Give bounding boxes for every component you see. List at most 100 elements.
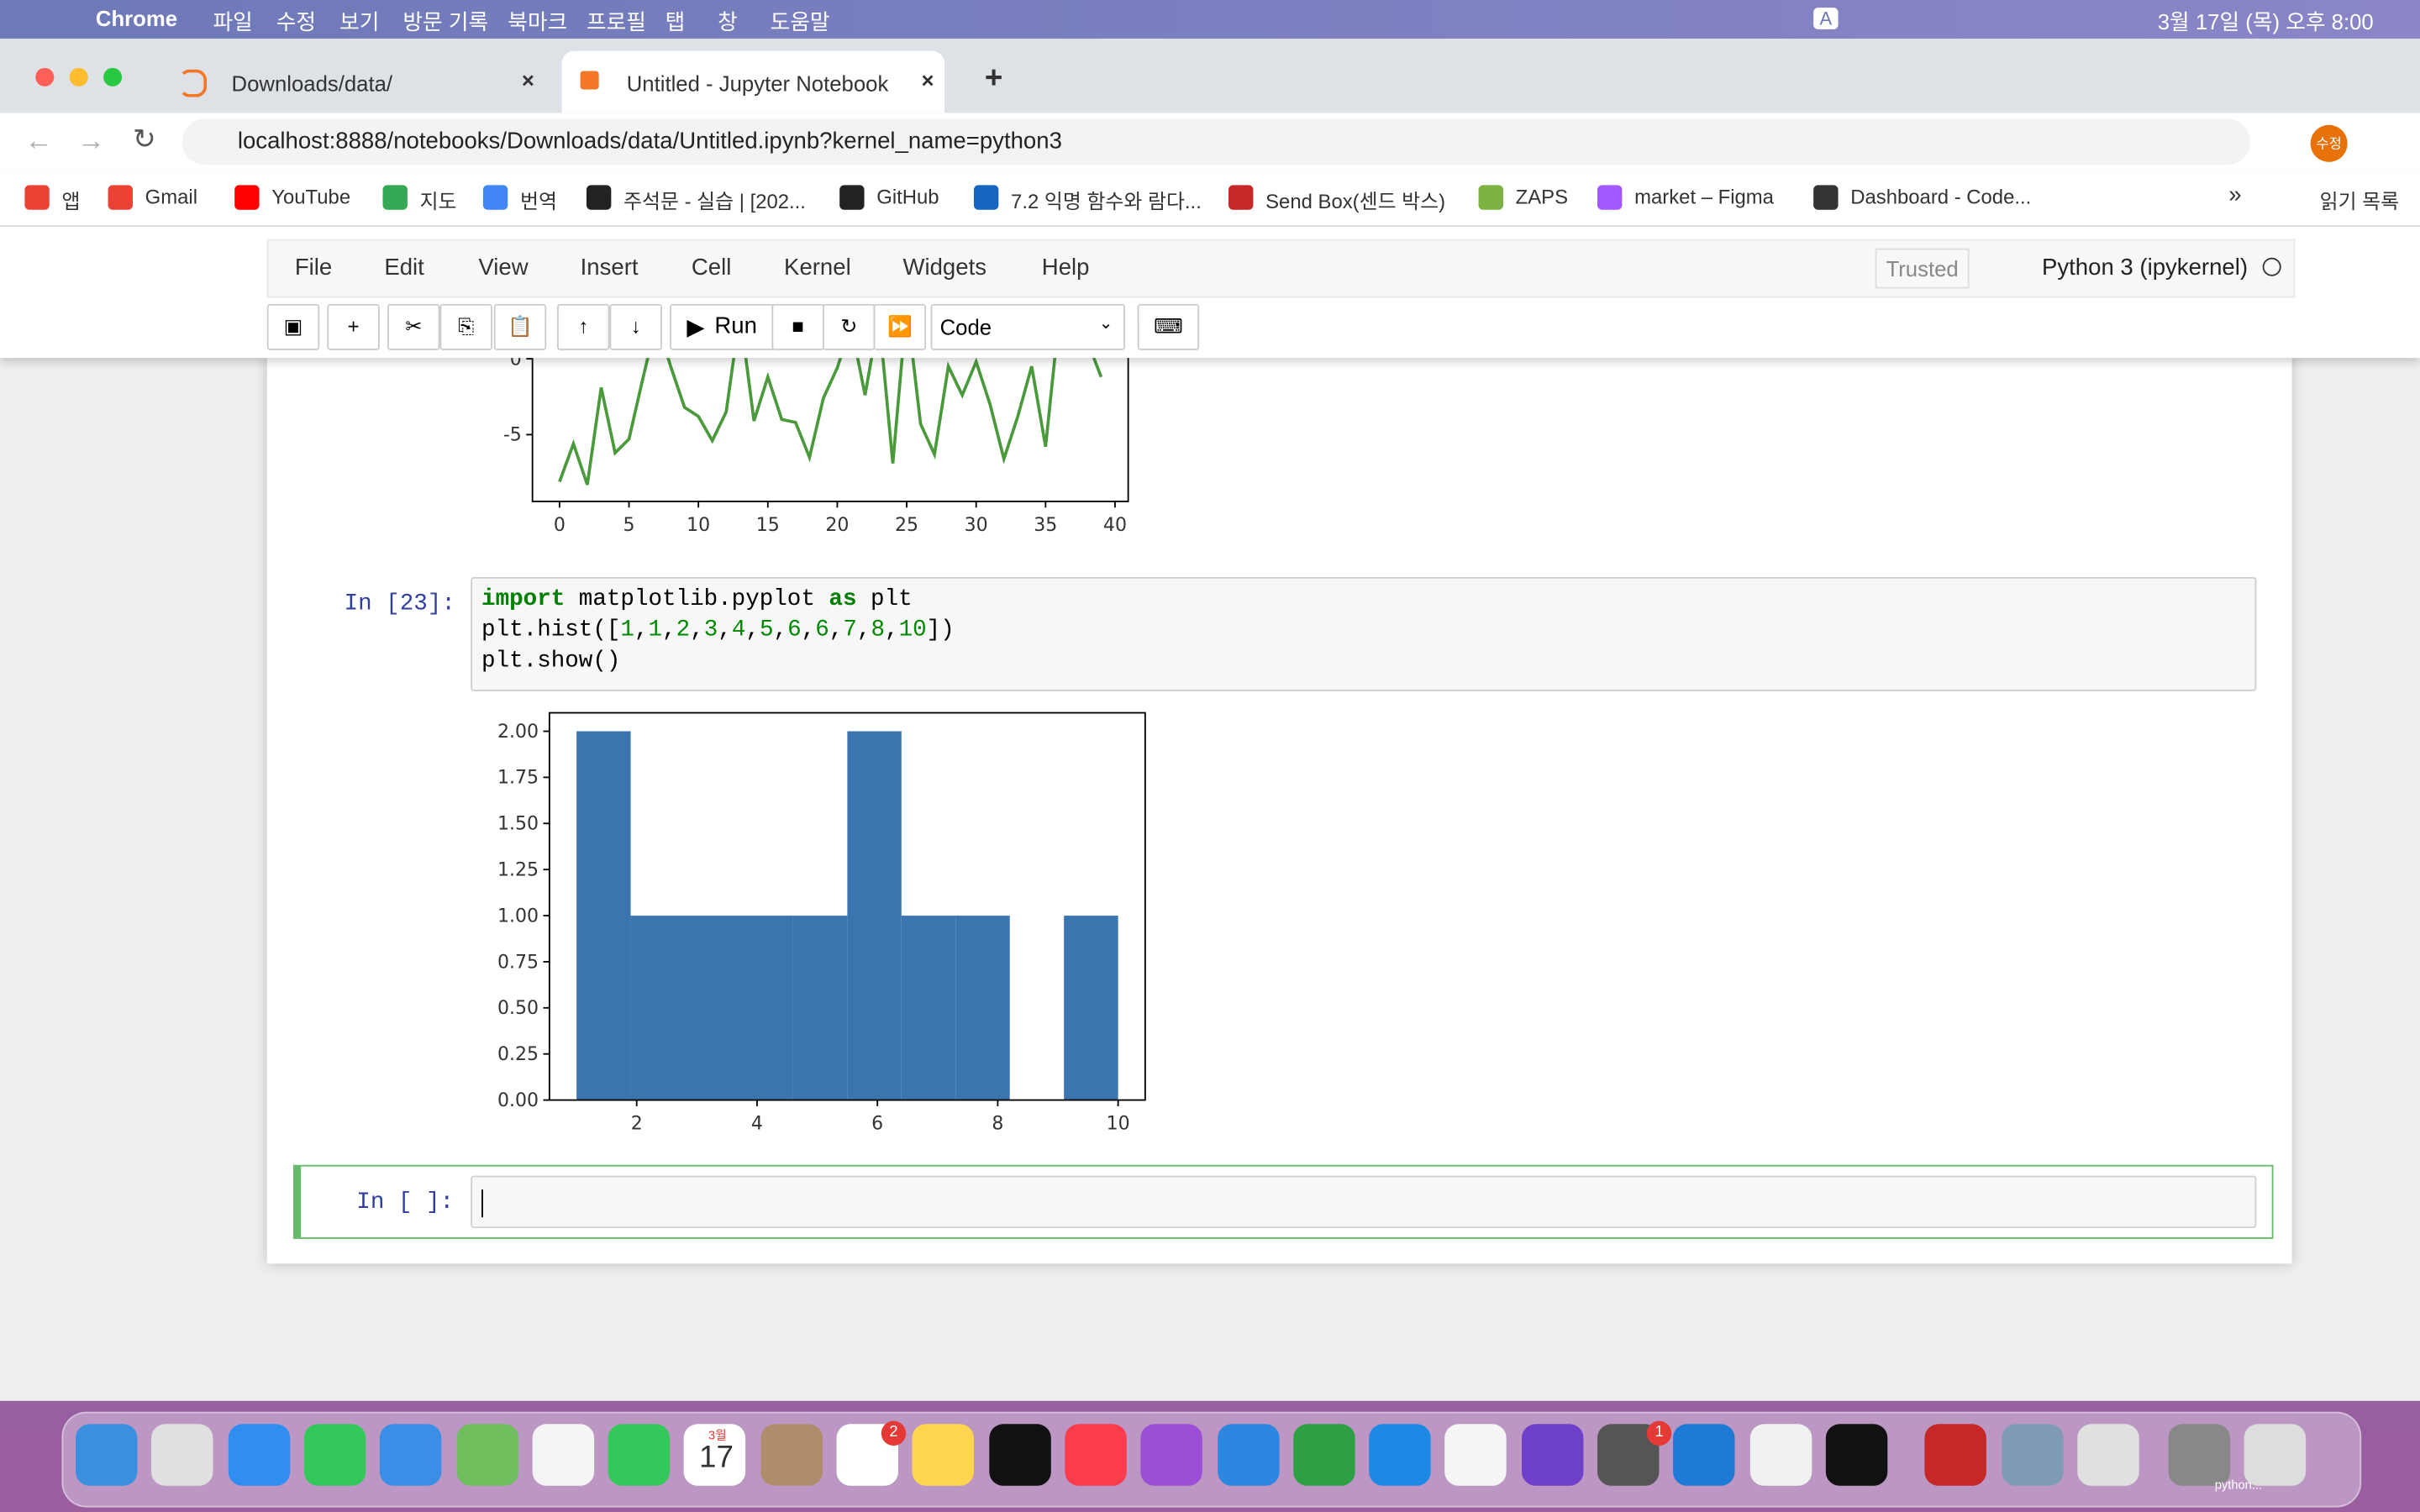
dock-icon[interactable] [1140, 1424, 1203, 1486]
bookmark[interactable]: 주석문 - 실습 | [202... [623, 189, 806, 213]
dock-icon[interactable] [380, 1424, 442, 1486]
x-tick-label: 25 [895, 515, 918, 536]
bookmark[interactable]: Send Box(센드 박스) [1265, 189, 1446, 213]
dock-icon[interactable] [760, 1424, 823, 1486]
more-bookmarks[interactable]: » [2228, 181, 2242, 208]
menu-item[interactable]: Cell [691, 255, 732, 281]
bookmark[interactable]: 앱 [61, 189, 81, 213]
menu-item[interactable]: 도움말 [770, 9, 830, 34]
code-input[interactable] [471, 1175, 2257, 1229]
toolbar-button[interactable]: ⌨ [1137, 303, 1200, 350]
input-source[interactable]: A [1813, 8, 1839, 29]
bookmark[interactable]: market – Figma [1634, 185, 1774, 208]
toolbar-button[interactable]: 📋 [493, 303, 547, 350]
bookmark[interactable]: 번역 [519, 189, 557, 213]
dock-icon[interactable] [1521, 1424, 1583, 1486]
cell-type-select[interactable]: Code ⌄ [930, 303, 1125, 350]
menu-item[interactable]: 보기 [339, 9, 380, 34]
app-name[interactable]: Chrome [95, 6, 178, 31]
url: localhost:8888/notebooks/Downloads/data/… [237, 128, 1062, 155]
bookmark[interactable]: GitHub [876, 185, 939, 208]
toolbar-button[interactable]: ↑ [557, 303, 610, 350]
toolbar-button[interactable]: ✂ [387, 303, 440, 350]
dock-icon[interactable] [2244, 1424, 2307, 1486]
tab-icon [580, 71, 599, 90]
tab-icon [179, 69, 208, 97]
profile[interactable]: 수정 [2310, 124, 2348, 162]
minimize-window[interactable] [69, 67, 88, 87]
menu-item[interactable]: 방문 기록 [402, 9, 489, 34]
new-tab[interactable]: + [984, 61, 1003, 96]
bookmark[interactable]: YouTube [271, 185, 351, 208]
dock-icon[interactable] [1825, 1424, 1888, 1486]
toolbar-button[interactable]: ⏩ [873, 303, 927, 350]
hist-bar [630, 916, 686, 1100]
back[interactable]: ← [24, 124, 53, 156]
dock-icon[interactable] [228, 1424, 290, 1486]
dock-icon[interactable] [532, 1424, 594, 1486]
toolbar-button[interactable]: ▣ [266, 303, 320, 350]
menu-item[interactable]: Help [1041, 255, 1090, 281]
menu-item[interactable]: Kernel [784, 255, 851, 281]
trusted[interactable]: Trusted [1875, 248, 1970, 289]
close-window[interactable] [35, 67, 55, 87]
dock-icon[interactable] [303, 1424, 366, 1486]
dock-icon[interactable] [1065, 1424, 1127, 1486]
reading-list[interactable]: 읽기 목록 [2319, 189, 2400, 213]
dock-icon[interactable] [455, 1424, 518, 1486]
bookmark[interactable]: Dashboard - Code... [1850, 185, 2032, 208]
selected-cell[interactable] [292, 1164, 2274, 1239]
reload[interactable]: ↻ [132, 123, 156, 155]
menu-item[interactable]: Insert [580, 255, 639, 281]
address-bar[interactable]: localhost:8888/notebooks/Downloads/data/… [182, 118, 2250, 165]
dock-icon[interactable] [1673, 1424, 1736, 1486]
forward[interactable]: → [76, 124, 105, 156]
menu-item[interactable]: File [294, 255, 333, 281]
dock-icon[interactable] [2001, 1424, 2063, 1486]
dock-icon[interactable] [2168, 1424, 2231, 1486]
dock-icon[interactable] [76, 1424, 138, 1486]
toolbar-button[interactable]: ⎘ [439, 303, 492, 350]
bookmark[interactable]: Gmail [145, 185, 198, 208]
dock-icon[interactable] [684, 1424, 746, 1486]
clock[interactable]: 3월 17일 (목) 오후 8:00 [2157, 9, 2374, 34]
y-tick-label: 0.00 [497, 1090, 539, 1111]
dock-icon[interactable] [1924, 1424, 1987, 1486]
menu-item[interactable]: View [478, 255, 529, 281]
dock-icon[interactable] [2076, 1424, 2139, 1486]
toolbar-button[interactable]: ■ [771, 303, 824, 350]
dock-icon[interactable] [988, 1424, 1051, 1486]
toolbar-button[interactable]: + [327, 303, 380, 350]
dock-icon[interactable] [1749, 1424, 1812, 1486]
tab[interactable]: Untitled - Jupyter Notebook × [561, 50, 945, 113]
tab-close[interactable]: × [521, 67, 534, 93]
bookmark[interactable]: 7.2 익명 함수와 람다... [1011, 189, 1202, 213]
dock-icon[interactable] [1217, 1424, 1279, 1486]
code-cell[interactable]: import matplotlib.pyplot as plt plt.hist(… [471, 576, 2257, 691]
bookmark[interactable]: 지도 [419, 189, 457, 213]
dock-icon[interactable] [608, 1424, 671, 1486]
menu-item[interactable]: Edit [384, 255, 424, 281]
dock-icon[interactable] [1369, 1424, 1431, 1486]
menu-item[interactable]: 프로필 [586, 9, 646, 34]
menu-frame [266, 239, 2296, 298]
run-button[interactable]: ▶ Run [670, 303, 776, 350]
toolbar-button[interactable]: ↓ [609, 303, 662, 350]
dock-icon[interactable] [151, 1424, 214, 1486]
toolbar-button[interactable]: ↻ [822, 303, 876, 350]
menu-item[interactable]: 파일 [213, 9, 253, 34]
menu-item[interactable]: 탭 [665, 9, 686, 34]
zoom-window[interactable] [103, 67, 123, 87]
code-line: plt.hist([1,1,2,3,4,5,6,6,7,8,10]) [481, 617, 955, 643]
dock-icon[interactable] [913, 1424, 975, 1486]
bookmark[interactable]: ZAPS [1515, 185, 1569, 208]
tab[interactable]: Downloads/data/ × [166, 51, 550, 113]
dock-icon[interactable] [1444, 1424, 1507, 1486]
menu-item[interactable]: 북마크 [508, 9, 568, 34]
tab-close[interactable]: × [921, 67, 934, 93]
menu-item[interactable]: 창 [718, 9, 738, 34]
menu-item[interactable]: Widgets [902, 255, 987, 281]
menu-item[interactable]: 수정 [276, 9, 317, 34]
dock-icon[interactable] [1292, 1424, 1355, 1486]
